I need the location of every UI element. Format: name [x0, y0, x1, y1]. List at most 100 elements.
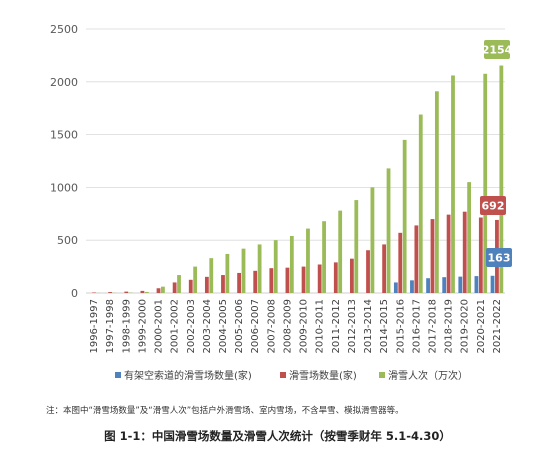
bar: [451, 75, 455, 294]
bar: [386, 168, 391, 293]
y-tick-label: 500: [57, 234, 78, 247]
x-tick-label: 2006-2007: [250, 299, 261, 354]
bar: [306, 228, 310, 293]
x-tick-label: 2017-2018: [427, 299, 438, 354]
x-tick-label: 2016-2017: [411, 299, 422, 354]
data-label: 692: [482, 200, 505, 213]
x-tick-label: 2008-2009: [282, 299, 293, 354]
bar: [350, 258, 354, 293]
legend-label: 有架空索道的滑雪场数量(家): [124, 369, 252, 382]
y-tick-label: 0: [71, 287, 78, 300]
x-tick-label: 2014-2015: [379, 299, 390, 354]
bar: [370, 187, 375, 293]
x-tick-label: 2002-2003: [186, 299, 197, 354]
bar: [467, 182, 472, 293]
bar: [273, 240, 278, 293]
bar: [418, 114, 423, 293]
bar: [410, 280, 414, 293]
bar: [317, 264, 322, 293]
legend-swatch: [115, 372, 121, 378]
y-tick-label: 2000: [50, 76, 78, 89]
bar: [458, 276, 463, 293]
bar: [209, 258, 214, 293]
bar: [402, 139, 407, 293]
x-tick-label: 2013-2014: [363, 299, 374, 354]
y-tick-label: 1500: [50, 129, 78, 142]
bar: [366, 250, 370, 293]
bar: [490, 275, 495, 293]
data-label-box: [480, 196, 506, 215]
x-tick-label: 1999-2000: [137, 299, 148, 354]
bar: [483, 73, 488, 294]
bar: [161, 286, 165, 293]
x-tick-label: 2010-2011: [315, 299, 326, 354]
bar: [204, 276, 209, 293]
bar: [354, 200, 359, 293]
legend-label: 滑雪人次（万次）: [388, 369, 468, 382]
bar: [257, 244, 262, 293]
bar: [301, 266, 306, 293]
bar: [124, 291, 129, 293]
bar: [156, 288, 161, 293]
bar: [393, 282, 398, 293]
x-tick-label: 2021-2022: [492, 299, 503, 354]
chart-note: 注：本图中“滑雪场数量”及“滑雪人次”包括户外滑雪场、室内雪场，不含旱雪、模拟滑…: [46, 406, 404, 416]
x-tick-label: 2009-2010: [299, 299, 310, 354]
y-tick-label: 1000: [50, 181, 78, 194]
x-tick-label: 2005-2006: [234, 299, 245, 354]
bar: [430, 219, 435, 293]
bar: [285, 267, 290, 293]
bar: [193, 266, 198, 293]
x-tick-label: 2001-2002: [170, 299, 181, 354]
bar: [382, 244, 387, 293]
y-tick-label: 2500: [50, 23, 78, 36]
x-tick-label: 2011-2012: [331, 299, 342, 354]
bar: [188, 279, 193, 293]
bar: [253, 270, 258, 293]
bar: [338, 210, 343, 293]
x-tick-label: 1996-1997: [89, 299, 100, 354]
bar: [172, 282, 177, 293]
bar: [140, 290, 145, 293]
bar: [446, 214, 451, 293]
legend-label: 滑雪场数量(家): [289, 369, 357, 382]
bar: [414, 225, 419, 293]
data-label-box: [486, 248, 512, 267]
legend-swatch: [280, 372, 286, 378]
x-tick-label: 2012-2013: [347, 299, 358, 354]
bar: [289, 235, 294, 293]
bar: [478, 217, 483, 293]
bar: [92, 292, 96, 293]
bar: [225, 253, 230, 293]
bar: [434, 91, 439, 293]
bar: [144, 291, 149, 293]
bar: [241, 248, 246, 293]
bar-chart: 0 500 1000 1500 2000 2500 1996-1997 1997-1998 19…: [50, 23, 513, 382]
bar: [462, 211, 467, 293]
x-tick-label: 2015-2016: [395, 299, 406, 354]
figure-caption: 图 1-1：中国滑雪场数量及滑雪人次统计（按雪季财年 5.1-4.30）: [104, 429, 451, 443]
data-label: 163: [488, 252, 511, 265]
bar: [426, 278, 430, 293]
x-tick-label: 2004-2005: [218, 299, 229, 354]
bar: [333, 262, 338, 293]
bar: [221, 275, 225, 293]
data-label: 2154: [482, 44, 513, 57]
bar: [237, 272, 241, 293]
x-tick-label: 1998-1999: [121, 299, 132, 354]
bar: [108, 292, 113, 293]
bar: [177, 275, 181, 293]
bar: [442, 277, 447, 293]
x-tick-label: 2007-2008: [266, 299, 277, 354]
x-tick-label: 2020-2021: [476, 299, 487, 354]
x-tick-label: 2019-2020: [460, 299, 471, 354]
x-tick-label: 2018-2019: [444, 299, 455, 354]
bar: [474, 276, 479, 293]
bar: [269, 268, 274, 293]
bar: [499, 65, 504, 293]
legend-swatch: [379, 372, 385, 378]
x-tick-label: 1997-1998: [105, 299, 116, 354]
x-tick-label: 2000-2001: [154, 299, 165, 354]
bar: [398, 232, 403, 293]
